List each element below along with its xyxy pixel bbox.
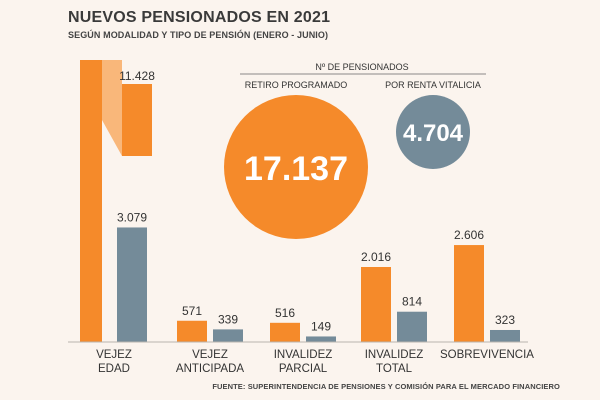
bar-retiro-2 (270, 322, 300, 342)
category-label-2-0: INVALIDEZ (274, 349, 333, 361)
value-label-renta-3: 814 (402, 295, 422, 309)
bar-break-fold (80, 60, 122, 156)
bar-renta-1 (213, 329, 243, 342)
category-label-0-0: VEJEZ (96, 349, 132, 361)
chart-title: NUEVOS PENSIONADOS EN 2021 (68, 9, 331, 26)
value-label-renta-2: 149 (311, 319, 331, 333)
value-label-vejez-edad-retiro: 11.428 (119, 69, 155, 83)
bar-retiro-3 (361, 267, 391, 342)
bar-retiro-4 (454, 245, 484, 342)
bar-vejez-edad-retiro (80, 60, 102, 342)
category-label-4-0: SOBREVIVENCIA (440, 349, 534, 361)
category-label-3-1: TOTAL (376, 363, 413, 375)
total-renta-label: POR RENTA VITALICIA (385, 80, 481, 90)
bar-renta-4 (490, 329, 520, 342)
value-label-renta-1: 339 (218, 312, 238, 326)
bar-vejez-edad-renta (117, 227, 147, 342)
total-renta-value: 4.704 (403, 120, 464, 147)
total-renta-circle (396, 95, 470, 169)
bar-vejez-edad-retiro-top (122, 84, 152, 156)
category-label-1-0: VEJEZ (192, 349, 228, 361)
total-retiro-value: 17.137 (244, 150, 348, 188)
value-label-retiro-3: 2.016 (361, 250, 391, 264)
legend-header: Nº DE PENSIONADOS (315, 62, 408, 72)
total-retiro-circle (224, 95, 368, 239)
chart-subtitle: SEGÚN MODALIDAD Y TIPO DE PENSIÓN (ENERO… (68, 30, 329, 40)
value-label-retiro-4: 2.606 (454, 228, 484, 242)
bar-retiro-1 (177, 320, 207, 342)
bar-renta-2 (306, 336, 336, 342)
value-label-retiro-2: 516 (275, 306, 295, 320)
category-label-3-0: INVALIDEZ (365, 349, 424, 361)
category-label-0-1: EDAD (98, 363, 130, 375)
value-label-retiro-1: 571 (182, 304, 202, 318)
total-retiro-label: RETIRO PROGRAMADO (245, 80, 348, 90)
source-note: FUENTE: SUPERINTENDENCIA DE PENSIONES Y … (212, 382, 560, 391)
category-label-2-1: PARCIAL (279, 363, 328, 375)
value-label-vejez-edad-renta: 3.079 (117, 210, 147, 224)
category-label-1-1: ANTICIPADA (176, 363, 244, 375)
value-label-renta-4: 323 (495, 313, 515, 327)
bar-renta-3 (397, 311, 427, 342)
